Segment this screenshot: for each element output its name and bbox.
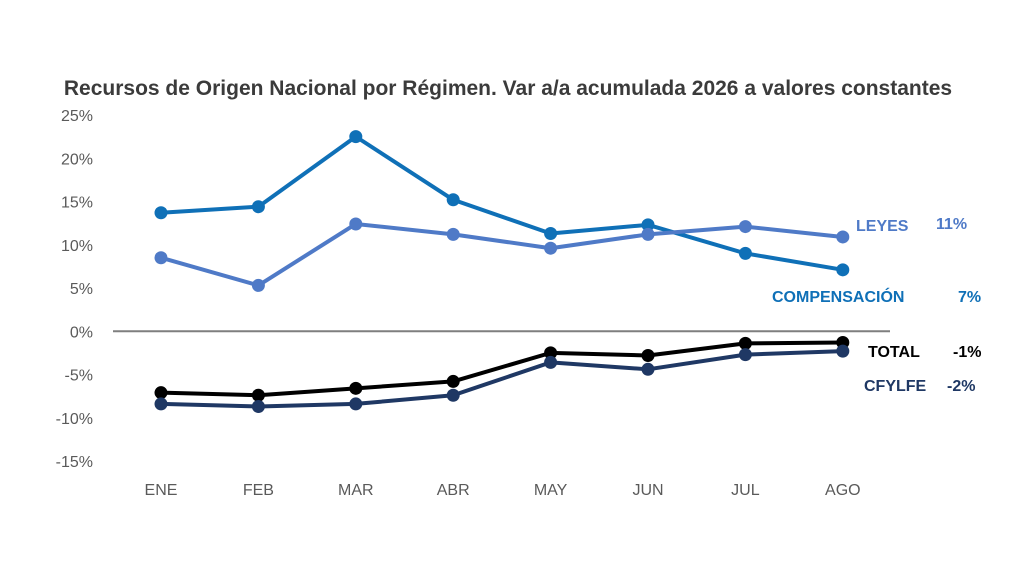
- y-tick-label: 25%: [61, 108, 93, 125]
- y-tick-label: 0%: [70, 324, 93, 341]
- data-point: [349, 397, 363, 411]
- data-point: [738, 336, 752, 350]
- data-point: [641, 227, 655, 241]
- series-line: [159, 221, 845, 288]
- series-leyes: [154, 217, 850, 292]
- x-tick-label: FEB: [243, 482, 274, 499]
- y-tick-label: -5%: [65, 368, 93, 385]
- series-name-label: LEYES: [856, 218, 909, 235]
- series-name-label: TOTAL: [868, 344, 920, 361]
- series-end-value: 11%: [936, 216, 967, 233]
- y-tick-label: -15%: [56, 454, 93, 471]
- series-end-value: 7%: [958, 289, 981, 306]
- chart-title: Recursos de Origen Nacional por Régimen.…: [64, 77, 952, 100]
- data-point: [641, 348, 655, 362]
- data-point: [446, 193, 460, 207]
- data-point: [446, 374, 460, 388]
- series-total: [154, 335, 850, 402]
- data-point: [349, 217, 363, 231]
- data-point: [349, 130, 363, 144]
- y-tick-label: 10%: [61, 238, 93, 255]
- data-point: [738, 246, 752, 260]
- data-point: [544, 355, 558, 369]
- series-layer: [154, 130, 850, 414]
- x-tick-label: JUL: [731, 482, 760, 499]
- x-tick-label: MAR: [338, 482, 374, 499]
- series-end-value: -2%: [947, 378, 975, 395]
- data-point: [641, 218, 655, 232]
- data-point: [836, 263, 850, 277]
- y-tick-label: -10%: [56, 411, 93, 428]
- data-point: [544, 227, 558, 241]
- series-cfylfe: [154, 344, 850, 414]
- y-tick-label: 15%: [61, 195, 93, 212]
- x-axis-ticks: ENE FEB MAR ABR MAY JUN JUL AGO: [145, 482, 861, 499]
- series-name-label: CFYLFE: [864, 378, 927, 395]
- data-point: [154, 206, 168, 220]
- series-labels: COMPENSACIÓN 7% LEYES 11% TOTAL -1% CFYLFE -2%: [772, 216, 981, 395]
- data-point: [154, 386, 168, 400]
- x-tick-label: MAY: [534, 482, 568, 499]
- data-point: [251, 400, 265, 414]
- series-compensacion: [154, 130, 850, 277]
- x-tick-label: AGO: [825, 482, 861, 499]
- data-point: [836, 344, 850, 358]
- series-name-label: COMPENSACIÓN: [772, 287, 904, 306]
- data-point: [544, 241, 558, 255]
- series-line: [159, 349, 845, 409]
- data-point: [446, 388, 460, 402]
- y-axis-ticks: 25% 20% 15% 10% 5% 0% -5% -10% -15%: [56, 108, 93, 471]
- data-point: [738, 348, 752, 362]
- data-point: [738, 220, 752, 234]
- data-point: [544, 346, 558, 360]
- x-tick-label: ENE: [145, 482, 178, 499]
- data-point: [154, 251, 168, 265]
- data-point: [251, 278, 265, 292]
- y-tick-label: 20%: [61, 151, 93, 168]
- data-point: [251, 200, 265, 214]
- series-end-value: -1%: [953, 344, 981, 361]
- x-tick-label: ABR: [437, 482, 470, 499]
- series-line: [159, 340, 845, 398]
- data-point: [154, 397, 168, 411]
- x-tick-label: JUN: [632, 482, 663, 499]
- data-point: [251, 388, 265, 402]
- y-tick-label: 5%: [70, 281, 93, 298]
- series-line: [159, 134, 845, 272]
- data-point: [349, 381, 363, 395]
- data-point: [641, 362, 655, 376]
- data-point: [836, 230, 850, 244]
- data-point: [446, 227, 460, 241]
